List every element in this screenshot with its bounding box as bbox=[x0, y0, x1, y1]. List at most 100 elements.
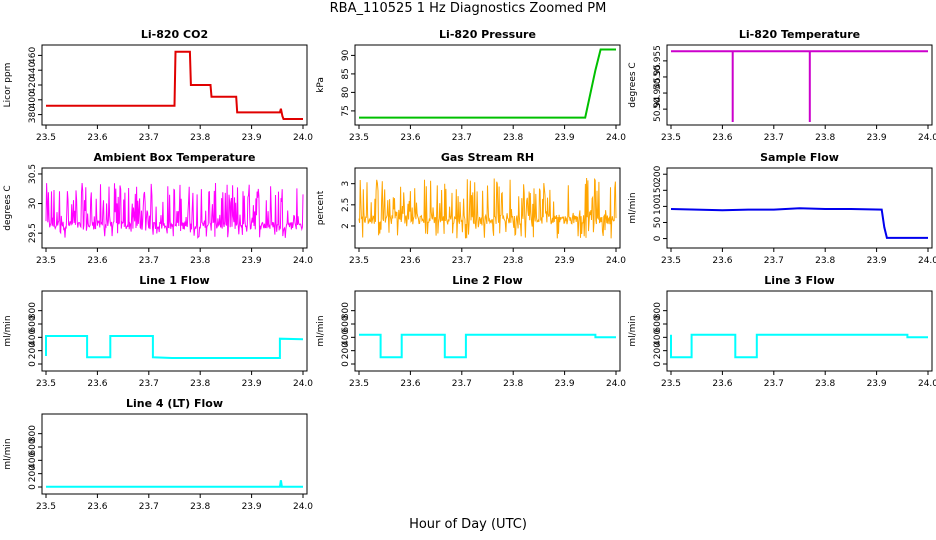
x-tick-label: 23.8 bbox=[815, 379, 835, 389]
x-tick-label: 24.0 bbox=[918, 379, 936, 389]
series-line bbox=[45, 335, 304, 359]
figure-title: RBA_110525 1 Hz Diagnostics Zoomed PM bbox=[329, 1, 607, 16]
x-tick-label: 23.6 bbox=[712, 379, 732, 389]
x-tick-label: 23.9 bbox=[242, 256, 262, 266]
panel-title: Ambient Box Temperature bbox=[94, 151, 256, 164]
plot-frame bbox=[41, 167, 308, 249]
panel-title: Line 4 (LT) Flow bbox=[126, 397, 223, 410]
x-tick-label: 23.8 bbox=[815, 133, 835, 143]
x-tick-label: 23.7 bbox=[452, 379, 472, 389]
y-axis-label: ml/min bbox=[316, 315, 326, 346]
x-tick-label: 23.6 bbox=[87, 379, 107, 389]
x-tick-label: 23.5 bbox=[36, 379, 56, 389]
x-tick-label: 23.7 bbox=[139, 133, 159, 143]
plot-frame bbox=[41, 413, 308, 495]
x-tick-label: 23.6 bbox=[400, 256, 420, 266]
series-line bbox=[358, 177, 617, 239]
y-tick-label: 80 bbox=[341, 86, 351, 98]
y-tick-label: 3 bbox=[341, 181, 351, 187]
x-tick-label: 23.7 bbox=[139, 502, 159, 512]
x-tick-label: 23.9 bbox=[242, 133, 262, 143]
panel-title: Line 1 Flow bbox=[139, 274, 209, 287]
x-tick-label: 23.6 bbox=[400, 379, 420, 389]
y-tick-label: 75 bbox=[341, 105, 351, 116]
x-tick-label: 23.9 bbox=[867, 256, 887, 266]
y-tick-label: 100 bbox=[653, 198, 663, 215]
y-tick-label: 200 bbox=[28, 342, 38, 359]
y-tick-label: 29.5 bbox=[28, 223, 38, 243]
series-line bbox=[670, 207, 928, 239]
plot-frame bbox=[666, 167, 933, 249]
x-tick-label: 23.7 bbox=[764, 133, 784, 143]
y-tick-label: 200 bbox=[653, 342, 663, 359]
x-tick-label: 23.8 bbox=[815, 256, 835, 266]
x-tick-label: 23.6 bbox=[712, 256, 732, 266]
y-tick-label: 30 bbox=[28, 198, 38, 210]
x-tick-label: 23.6 bbox=[87, 502, 107, 512]
y-tick-label: 460 bbox=[28, 47, 38, 64]
plot-frame bbox=[666, 290, 933, 372]
x-tick-label: 23.9 bbox=[867, 379, 887, 389]
y-tick-label: 50 bbox=[653, 216, 663, 228]
y-tick-label: 150 bbox=[653, 181, 663, 198]
y-tick-label: 50.95 bbox=[653, 64, 663, 90]
plot-frame bbox=[354, 290, 621, 372]
x-tick-label: 23.8 bbox=[190, 502, 210, 512]
chart-panel-5: Gas Stream RH percent 2 2.5 3 23.5 23.6 23.7 23.… bbox=[316, 151, 626, 266]
y-tick-label: 800 bbox=[341, 302, 351, 319]
x-tick-label: 23.5 bbox=[349, 133, 369, 143]
x-tick-label: 23.5 bbox=[661, 256, 681, 266]
x-tick-label: 23.6 bbox=[87, 133, 107, 143]
y-tick-label: 0 bbox=[653, 361, 663, 367]
x-tick-label: 23.9 bbox=[555, 133, 575, 143]
y-axis-label: degrees C bbox=[3, 185, 13, 230]
x-tick-label: 23.7 bbox=[452, 256, 472, 266]
x-tick-label: 23.8 bbox=[190, 256, 210, 266]
plot-frame bbox=[666, 44, 933, 126]
y-tick-label: 420 bbox=[28, 76, 38, 93]
x-tick-label: 24.0 bbox=[918, 133, 936, 143]
series-line bbox=[359, 48, 616, 119]
y-tick-label: 400 bbox=[28, 451, 38, 468]
x-tick-label: 24.0 bbox=[293, 502, 313, 512]
series-line bbox=[46, 50, 303, 120]
x-tick-label: 23.7 bbox=[139, 379, 159, 389]
x-tick-label: 23.8 bbox=[190, 379, 210, 389]
x-tick-label: 23.5 bbox=[36, 133, 56, 143]
x-tick-label: 23.5 bbox=[349, 379, 369, 389]
x-tick-label: 23.9 bbox=[242, 502, 262, 512]
y-tick-label: 200 bbox=[341, 342, 351, 359]
series-line bbox=[359, 333, 616, 359]
series-line bbox=[45, 182, 304, 239]
y-tick-label: 400 bbox=[341, 328, 351, 345]
y-tick-label: 0 bbox=[341, 361, 351, 367]
x-tick-label: 24.0 bbox=[293, 379, 313, 389]
y-axis-label: percent bbox=[316, 190, 326, 225]
y-tick-label: 0 bbox=[28, 361, 38, 367]
y-axis-label: Licor ppm bbox=[3, 63, 13, 108]
y-tick-label: 50.955 bbox=[653, 45, 663, 77]
panel-title: Line 2 Flow bbox=[452, 274, 522, 287]
y-tick-label: 30.5 bbox=[28, 164, 38, 184]
y-tick-label: 400 bbox=[653, 328, 663, 345]
x-tick-label: 23.5 bbox=[661, 133, 681, 143]
x-tick-label: 23.9 bbox=[555, 379, 575, 389]
y-tick-label: 400 bbox=[28, 91, 38, 108]
x-tick-label: 24.0 bbox=[606, 379, 626, 389]
series-line bbox=[671, 50, 928, 122]
y-tick-label: 200 bbox=[28, 465, 38, 482]
x-tick-label: 24.0 bbox=[606, 256, 626, 266]
x-tick-label: 23.5 bbox=[349, 256, 369, 266]
y-tick-label: 800 bbox=[28, 425, 38, 442]
x-tick-label: 24.0 bbox=[918, 256, 936, 266]
x-tick-label: 23.9 bbox=[867, 133, 887, 143]
y-tick-label: 0 bbox=[653, 235, 663, 241]
x-tick-label: 24.0 bbox=[606, 133, 626, 143]
y-tick-label: 85 bbox=[341, 68, 351, 79]
x-tick-label: 23.8 bbox=[503, 256, 523, 266]
x-tick-label: 23.9 bbox=[242, 379, 262, 389]
